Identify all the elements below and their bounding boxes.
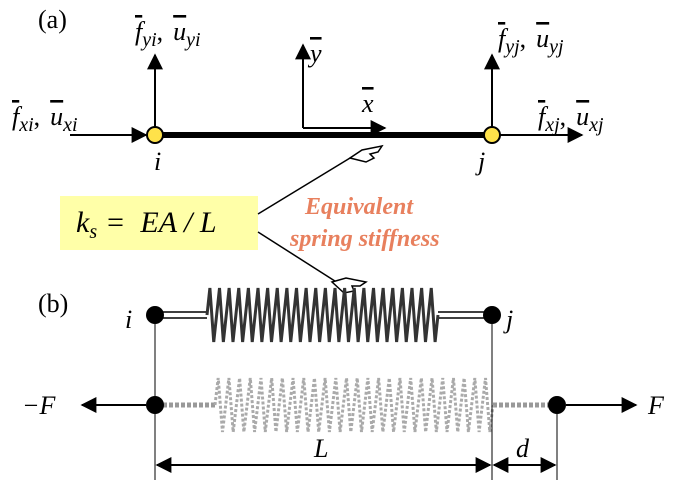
- pointer: [257, 231, 339, 284]
- separator: ,: [560, 102, 567, 131]
- separator: ,: [34, 102, 41, 131]
- axis-label: x: [361, 89, 374, 118]
- force-symbol: f: [135, 17, 146, 46]
- subscript: xi: [18, 114, 33, 136]
- subscript: yj: [547, 36, 564, 58]
- force-symbol: f: [12, 102, 23, 131]
- formula-box: [60, 196, 258, 250]
- hand-icon: [330, 277, 368, 294]
- formula: ks = EA / L: [76, 206, 217, 243]
- layout: [60, 43, 638, 480]
- node: [146, 306, 164, 324]
- panel-label: (a): [38, 5, 67, 34]
- annotation: Equivalent: [304, 194, 414, 220]
- subscript: xi: [62, 114, 77, 136]
- disp-symbol: u: [50, 102, 63, 131]
- spring: [205, 287, 440, 343]
- symbol: k: [76, 206, 90, 239]
- disp-symbol: u: [173, 17, 186, 46]
- annotation: spring stiffness: [289, 226, 440, 252]
- spring: [213, 377, 495, 433]
- disp-symbol: u: [536, 24, 549, 53]
- force-label: F: [647, 391, 665, 420]
- load-label: fyj, uyj: [498, 24, 564, 58]
- force-label: −F: [22, 391, 57, 420]
- subscript: xj: [588, 114, 604, 136]
- separator: ,: [157, 17, 164, 46]
- subscript: yj: [503, 36, 520, 58]
- node-label: i: [154, 147, 161, 176]
- force-symbol: f: [498, 24, 509, 53]
- node: [548, 396, 566, 414]
- subscript: yi: [140, 29, 156, 51]
- load-label: fyi, uyi: [135, 17, 201, 51]
- node-label: i: [125, 305, 132, 334]
- load-label: fxi, uxi: [12, 102, 78, 136]
- force-symbol: f: [538, 102, 549, 131]
- node-label: j: [475, 147, 485, 176]
- equation: = EA / L: [105, 206, 216, 239]
- subscript: xj: [544, 114, 560, 136]
- dimension-label: L: [313, 434, 328, 463]
- node: [483, 126, 501, 144]
- subscript: s: [89, 221, 97, 243]
- axis-label: y: [307, 39, 322, 68]
- node-label: j: [503, 305, 513, 334]
- separator: ,: [520, 24, 527, 53]
- hand-icon: [348, 144, 384, 163]
- pointer: [257, 154, 356, 215]
- node: [146, 126, 164, 144]
- subscript: yi: [184, 29, 200, 51]
- node: [483, 306, 501, 324]
- panel-label: (b): [38, 289, 68, 318]
- disp-symbol: u: [576, 102, 589, 131]
- dimension-label: d: [516, 434, 530, 463]
- load-label: fxj, uxj: [538, 102, 604, 136]
